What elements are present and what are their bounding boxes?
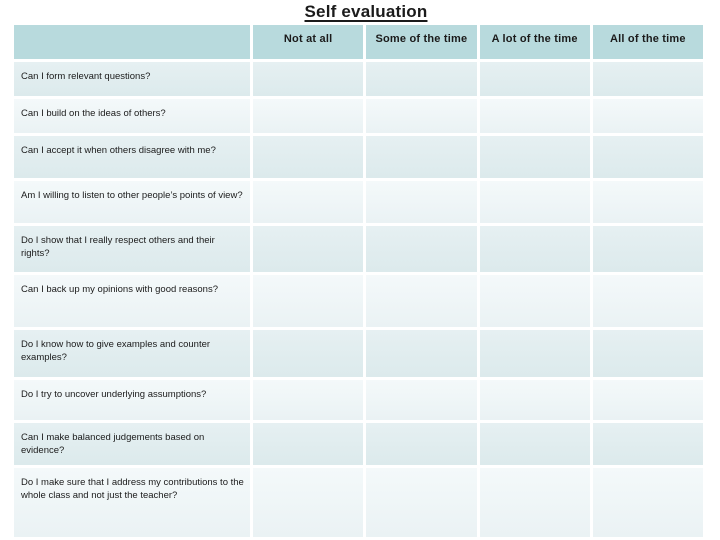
rating-cell-some-of-the-time bbox=[366, 330, 477, 377]
question-cell: Can I build on the ideas of others? bbox=[14, 99, 250, 133]
rating-cell-all-of-the-time bbox=[592, 423, 703, 465]
rating-cell-some-of-the-time bbox=[366, 423, 477, 465]
rating-cell-some-of-the-time bbox=[366, 136, 477, 178]
column-header-a-lot-of-the-time: A lot of the time bbox=[479, 25, 590, 59]
question-cell: Do I try to uncover underlying assumptio… bbox=[14, 380, 250, 420]
header-spacer-cell bbox=[14, 25, 250, 59]
table-row: Can I accept it when others disagree wit… bbox=[14, 136, 703, 178]
rating-cell-some-of-the-time bbox=[366, 62, 477, 96]
rating-cell-not-at-all bbox=[253, 468, 364, 537]
rating-cell-all-of-the-time bbox=[592, 226, 703, 272]
table-row: Do I try to uncover underlying assumptio… bbox=[14, 380, 703, 420]
rating-cell-some-of-the-time bbox=[366, 380, 477, 420]
rating-cell-a-lot-of-the-time bbox=[479, 423, 590, 465]
rating-cell-not-at-all bbox=[253, 181, 364, 223]
rating-cell-all-of-the-time bbox=[592, 136, 703, 178]
self-evaluation-table: Not at all Some of the time A lot of the… bbox=[14, 25, 703, 537]
page-title: Self evaluation bbox=[304, 2, 428, 21]
rating-cell-a-lot-of-the-time bbox=[479, 226, 590, 272]
rating-cell-a-lot-of-the-time bbox=[479, 468, 590, 537]
column-header-some-of-the-time: Some of the time bbox=[366, 25, 477, 59]
rating-cell-not-at-all bbox=[253, 275, 364, 327]
question-cell: Can I back up my opinions with good reas… bbox=[14, 275, 250, 327]
rating-cell-some-of-the-time bbox=[366, 226, 477, 272]
question-cell: Can I make balanced judgements based on … bbox=[14, 423, 250, 465]
question-cell: Am I willing to listen to other people’s… bbox=[14, 181, 250, 223]
rating-cell-not-at-all bbox=[253, 226, 364, 272]
table-row: Can I back up my opinions with good reas… bbox=[14, 275, 703, 327]
rating-cell-not-at-all bbox=[253, 380, 364, 420]
question-cell: Do I show that I really respect others a… bbox=[14, 226, 250, 272]
table-row: Do I know how to give examples and count… bbox=[14, 330, 703, 377]
rating-cell-some-of-the-time bbox=[366, 468, 477, 537]
rating-cell-a-lot-of-the-time bbox=[479, 275, 590, 327]
table-row: Do I make sure that I address my contrib… bbox=[14, 468, 703, 537]
rating-cell-all-of-the-time bbox=[592, 275, 703, 327]
rating-cell-a-lot-of-the-time bbox=[479, 62, 590, 96]
table-row: Can I build on the ideas of others? bbox=[14, 99, 703, 133]
column-header-not-at-all: Not at all bbox=[253, 25, 364, 59]
table-row: Can I make balanced judgements based on … bbox=[14, 423, 703, 465]
rating-cell-all-of-the-time bbox=[592, 468, 703, 537]
rating-cell-all-of-the-time bbox=[592, 330, 703, 377]
rating-cell-a-lot-of-the-time bbox=[479, 380, 590, 420]
table-header-row: Not at all Some of the time A lot of the… bbox=[14, 25, 703, 59]
rating-cell-not-at-all bbox=[253, 423, 364, 465]
rating-cell-all-of-the-time bbox=[592, 181, 703, 223]
rating-cell-all-of-the-time bbox=[592, 99, 703, 133]
rating-cell-some-of-the-time bbox=[366, 99, 477, 133]
rating-cell-not-at-all bbox=[253, 136, 364, 178]
table-row: Can I form relevant questions? bbox=[14, 62, 703, 96]
rating-cell-all-of-the-time bbox=[592, 62, 703, 96]
question-cell: Do I know how to give examples and count… bbox=[14, 330, 250, 377]
rating-cell-a-lot-of-the-time bbox=[479, 181, 590, 223]
rating-cell-a-lot-of-the-time bbox=[479, 330, 590, 377]
column-header-all-of-the-time: All of the time bbox=[592, 25, 703, 59]
question-cell: Can I accept it when others disagree wit… bbox=[14, 136, 250, 178]
rating-cell-not-at-all bbox=[253, 62, 364, 96]
table-row: Do I show that I really respect others a… bbox=[14, 226, 703, 272]
rating-cell-some-of-the-time bbox=[366, 275, 477, 327]
rating-cell-some-of-the-time bbox=[366, 181, 477, 223]
question-cell: Can I form relevant questions? bbox=[14, 62, 250, 96]
rating-cell-a-lot-of-the-time bbox=[479, 99, 590, 133]
rating-cell-not-at-all bbox=[253, 99, 364, 133]
rating-cell-a-lot-of-the-time bbox=[479, 136, 590, 178]
question-cell: Do I make sure that I address my contrib… bbox=[14, 468, 250, 537]
table-row: Am I willing to listen to other people’s… bbox=[14, 181, 703, 223]
rating-cell-all-of-the-time bbox=[592, 380, 703, 420]
rating-cell-not-at-all bbox=[253, 330, 364, 377]
